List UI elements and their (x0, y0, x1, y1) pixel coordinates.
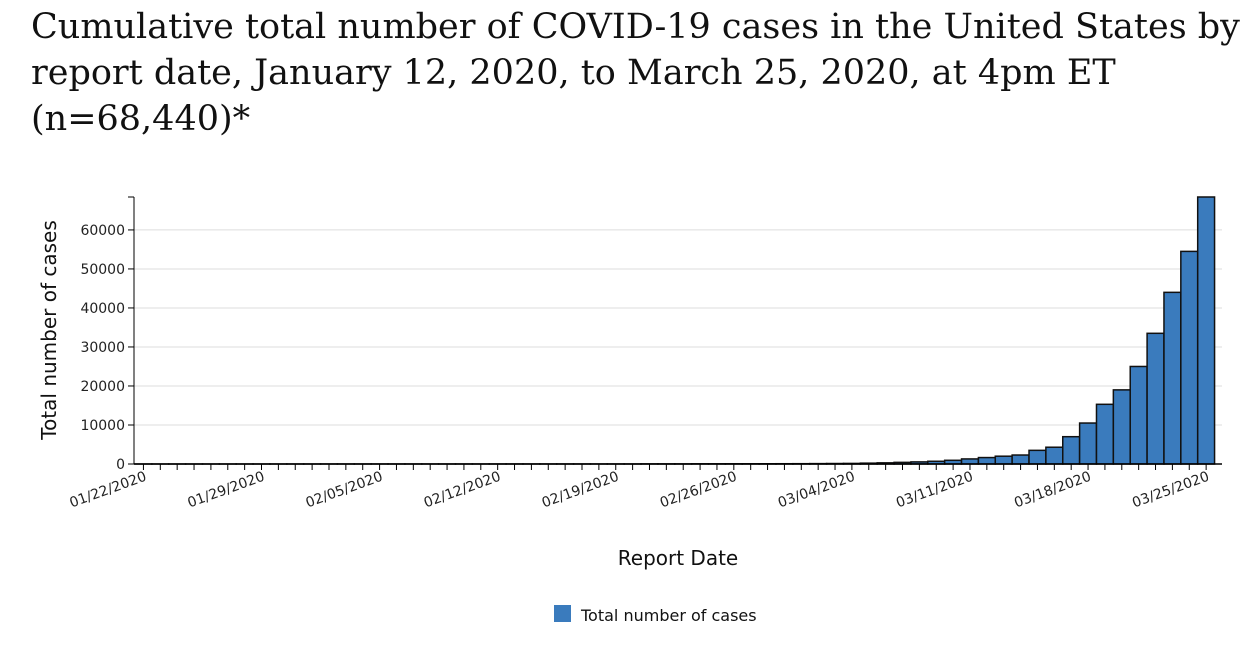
bar (1146, 332, 1165, 465)
x-tick-label: 03/25/2020 (1130, 469, 1211, 512)
y-axis: 0 10000 20000 30000 40000 50000 60000 (80, 196, 135, 473)
bar (1163, 291, 1182, 465)
x-tick-label: 02/19/2020 (540, 469, 621, 512)
y-tick-label: 0 (116, 457, 125, 473)
legend-swatch (554, 605, 571, 622)
bar (1129, 365, 1148, 465)
y-tick-label: 60000 (80, 223, 125, 239)
x-tick-label: 03/18/2020 (1012, 469, 1093, 512)
bar (1112, 389, 1131, 465)
bar (977, 456, 997, 465)
x-tick-label: 01/22/2020 (67, 469, 148, 512)
y-tick-label: 20000 (80, 379, 125, 395)
bar (1045, 446, 1064, 465)
bar (1078, 422, 1098, 465)
x-axis-title: Report Date (618, 546, 738, 570)
y-tick-label: 10000 (80, 418, 125, 434)
x-tick-label: 03/04/2020 (776, 469, 857, 512)
x-tick-label: 02/05/2020 (304, 469, 385, 512)
x-tick-label: 02/26/2020 (658, 469, 739, 512)
bar (1062, 435, 1081, 465)
y-tick-label: 30000 (80, 340, 125, 356)
x-tick-label: 02/12/2020 (422, 469, 503, 512)
bar (960, 458, 980, 465)
chart-title: Cumulative total number of COVID-19 case… (31, 7, 1240, 139)
bar (1028, 449, 1047, 465)
bar (1180, 250, 1199, 465)
bar (1095, 403, 1115, 465)
x-tick-label: 03/11/2020 (894, 469, 975, 512)
y-tick-label: 50000 (80, 262, 125, 278)
x-axis: 01/22/2020 01/29/2020 02/05/2020 02/12/2020… (67, 463, 1222, 512)
bar-series (134, 196, 1216, 465)
legend-label: Total number of cases (580, 606, 757, 625)
y-tick-label: 40000 (80, 301, 125, 317)
bar (1196, 196, 1216, 465)
gridlines (134, 229, 1222, 426)
bar (994, 455, 1013, 465)
y-axis-title: Total number of cases (37, 220, 61, 441)
x-tick-label: 01/29/2020 (186, 469, 267, 512)
bar (1011, 454, 1030, 465)
legend: Total number of cases (554, 605, 757, 625)
